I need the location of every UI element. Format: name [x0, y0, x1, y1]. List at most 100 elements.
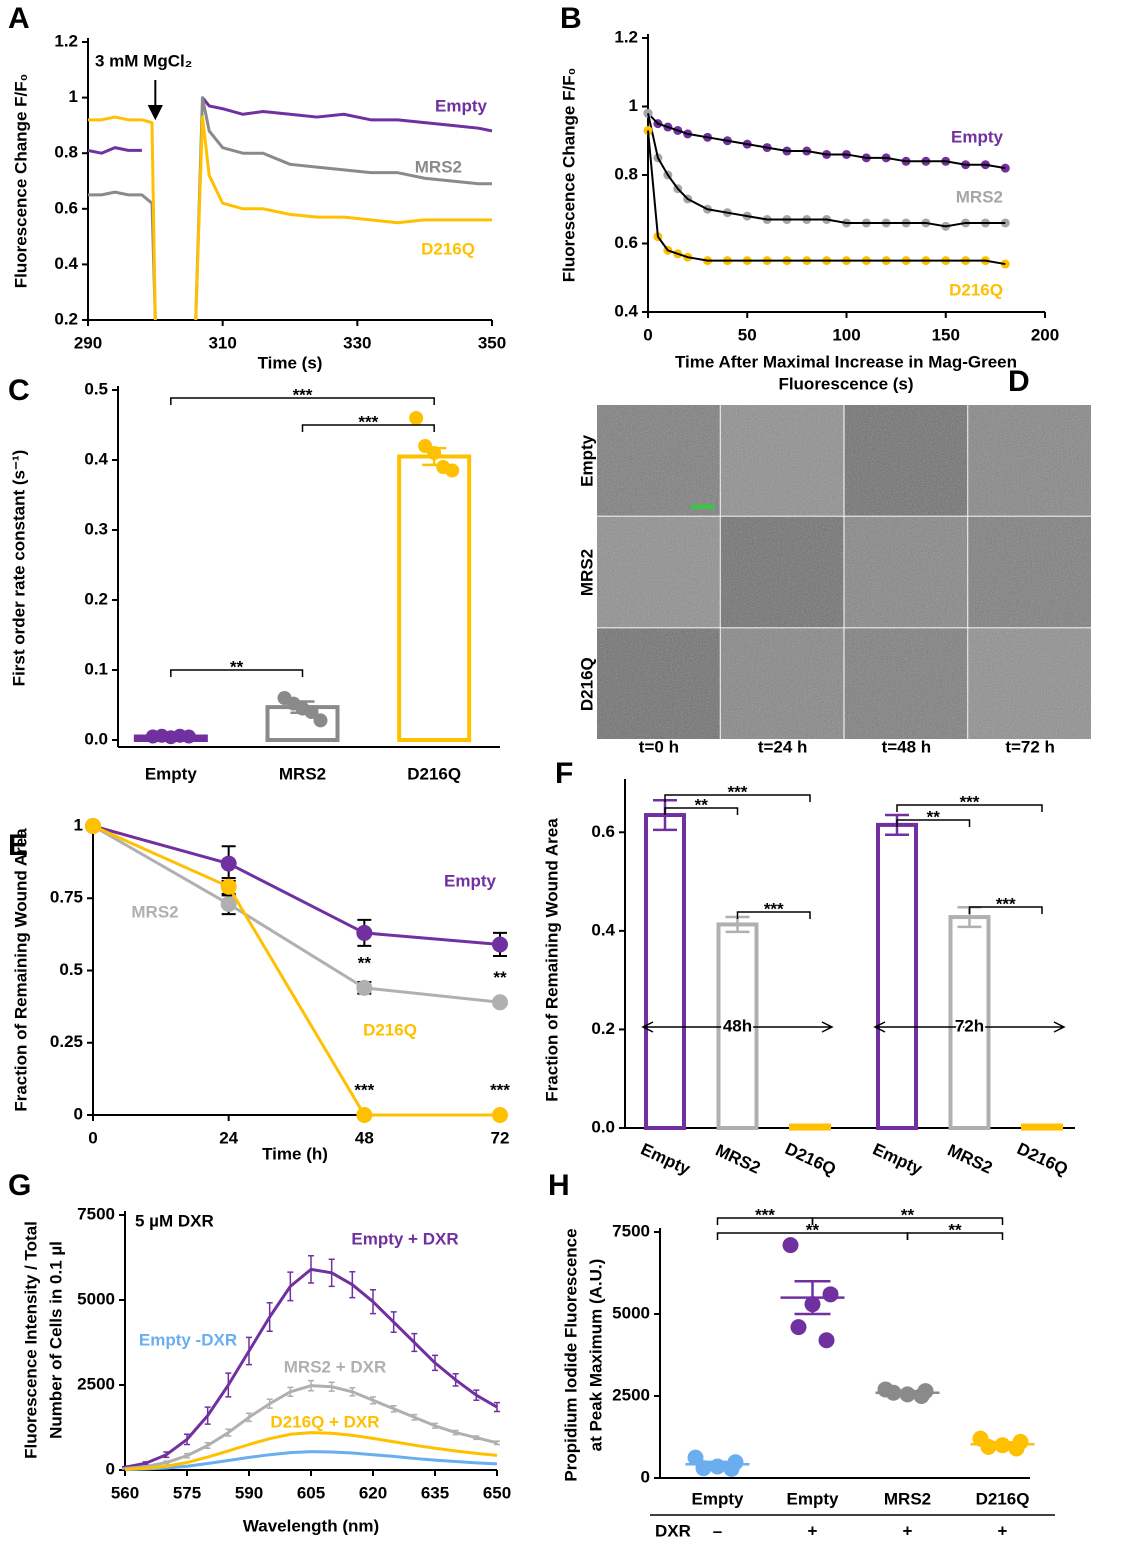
significance-bracket [736, 911, 811, 919]
micrograph-texture [968, 405, 1091, 516]
y-tick-label: 0.2 [54, 309, 78, 328]
x-axis-label: Fluorescence (s) [778, 374, 913, 393]
significance-label: *** [996, 894, 1016, 913]
data-point [313, 713, 328, 728]
x-tick-label: MRS2 [279, 764, 326, 783]
panel-letter: B [560, 2, 582, 35]
y-tick-label: 5000 [77, 1289, 115, 1308]
micrograph-texture [844, 405, 968, 516]
error-bar [984, 1441, 1021, 1448]
x-tick-label: 575 [173, 1483, 201, 1502]
x-tick-label: D216Q [976, 1489, 1030, 1508]
significance-label: *** [358, 412, 378, 431]
error-bar [794, 1279, 831, 1316]
data-point [181, 729, 196, 744]
significance-label: *** [728, 782, 748, 801]
series-line [87, 96, 493, 155]
significance-label: ** [358, 953, 372, 972]
treatment-label: – [713, 1521, 722, 1540]
x-tick-label: 0 [88, 1128, 97, 1147]
x-axis-label: Time (h) [262, 1144, 328, 1163]
x-axis-label: Wavelength (nm) [243, 1516, 379, 1535]
bar [397, 454, 472, 742]
treatment-label: + [808, 1521, 818, 1540]
y-tick-label: 2500 [612, 1385, 650, 1404]
significance-bracket [811, 1217, 1004, 1225]
x-tick-label: MRS2 [713, 1140, 764, 1177]
panel-letter: H [548, 1169, 570, 1202]
x-tick-label: 290 [74, 333, 102, 352]
scale-bar [690, 504, 715, 509]
y-tick-label: 0.5 [59, 960, 83, 979]
row-label: Empty [577, 434, 596, 487]
series-line [92, 824, 501, 1004]
significance-label: ** [493, 968, 507, 987]
column-label: t=0 h [639, 737, 679, 756]
annotation: 5 µM DXR [135, 1211, 214, 1230]
x-tick-label: 350 [478, 333, 506, 352]
data-point [445, 463, 460, 478]
treatment-label: + [998, 1521, 1008, 1540]
group-label: 72h [955, 1016, 984, 1035]
series-label: MRS2 [131, 902, 178, 921]
x-tick-label: MRS2 [884, 1489, 931, 1508]
y-axis-label: Fluorescence Intensity / Total [21, 1221, 40, 1459]
y-tick-label: 0.0 [84, 729, 108, 748]
x-tick-label: Empty [692, 1489, 745, 1508]
micrograph-texture [597, 628, 720, 739]
data-point [356, 924, 373, 941]
fit-line [647, 130, 1006, 266]
y-tick-label: 0.6 [591, 822, 615, 841]
x-tick-label: D216Q [782, 1139, 839, 1179]
series-label: Empty [951, 127, 1004, 146]
y-tick-label: 0.8 [614, 164, 638, 183]
x-tick-label: Empty [787, 1489, 840, 1508]
series-label: D216Q + DXR [270, 1412, 379, 1431]
y-axis-label: at Peak Maximum (A.U.) [586, 1259, 605, 1452]
series-label: Empty -DXR [139, 1330, 237, 1349]
series-label: D216Q [949, 280, 1003, 299]
series-label: MRS2 [415, 157, 462, 176]
series-label: MRS2 + DXR [284, 1357, 387, 1376]
x-tick-label: 650 [483, 1483, 511, 1502]
y-tick-label: 0.6 [54, 198, 78, 217]
significance-label: ** [948, 1220, 962, 1239]
y-tick-label: 1.2 [614, 27, 638, 46]
fit-line [647, 112, 1006, 170]
x-tick-label: 24 [219, 1128, 238, 1147]
data-point [822, 1286, 839, 1303]
y-tick-label: 0.75 [50, 888, 83, 907]
data-point [220, 878, 237, 895]
y-tick-label: 0.4 [591, 920, 615, 939]
bar [948, 915, 991, 1130]
x-axis-label: Time (s) [258, 353, 323, 372]
significance-label: *** [764, 899, 784, 918]
micrograph-texture [844, 628, 968, 739]
x-tick-label: 620 [359, 1483, 387, 1502]
y-tick-label: 2500 [77, 1374, 115, 1393]
column-label: t=24 h [758, 737, 808, 756]
data-point [782, 1237, 799, 1254]
treatment-name: DXR [655, 1521, 691, 1540]
significance-bracket [664, 807, 739, 815]
panel-letter: D [1008, 365, 1030, 398]
bar [876, 822, 918, 1131]
column-label: t=72 h [1005, 737, 1055, 756]
data-point [492, 994, 508, 1011]
x-tick-label: D216Q [1014, 1139, 1071, 1179]
treatment-label: + [903, 1521, 913, 1540]
y-tick-label: 5000 [612, 1303, 650, 1322]
series-line [124, 1384, 498, 1471]
data-point [492, 936, 508, 953]
x-tick-label: 100 [832, 325, 860, 344]
y-tick-label: 0.4 [84, 449, 108, 468]
annotation: 3 mM MgCl₂ [95, 51, 192, 70]
significance-label: ** [927, 807, 941, 826]
series-label: Empty [435, 96, 488, 115]
x-tick-label: D216Q [407, 764, 461, 783]
x-tick-label: 310 [208, 333, 236, 352]
series-line [92, 824, 501, 946]
series-line [88, 96, 492, 321]
y-tick-label: 1 [629, 96, 638, 115]
